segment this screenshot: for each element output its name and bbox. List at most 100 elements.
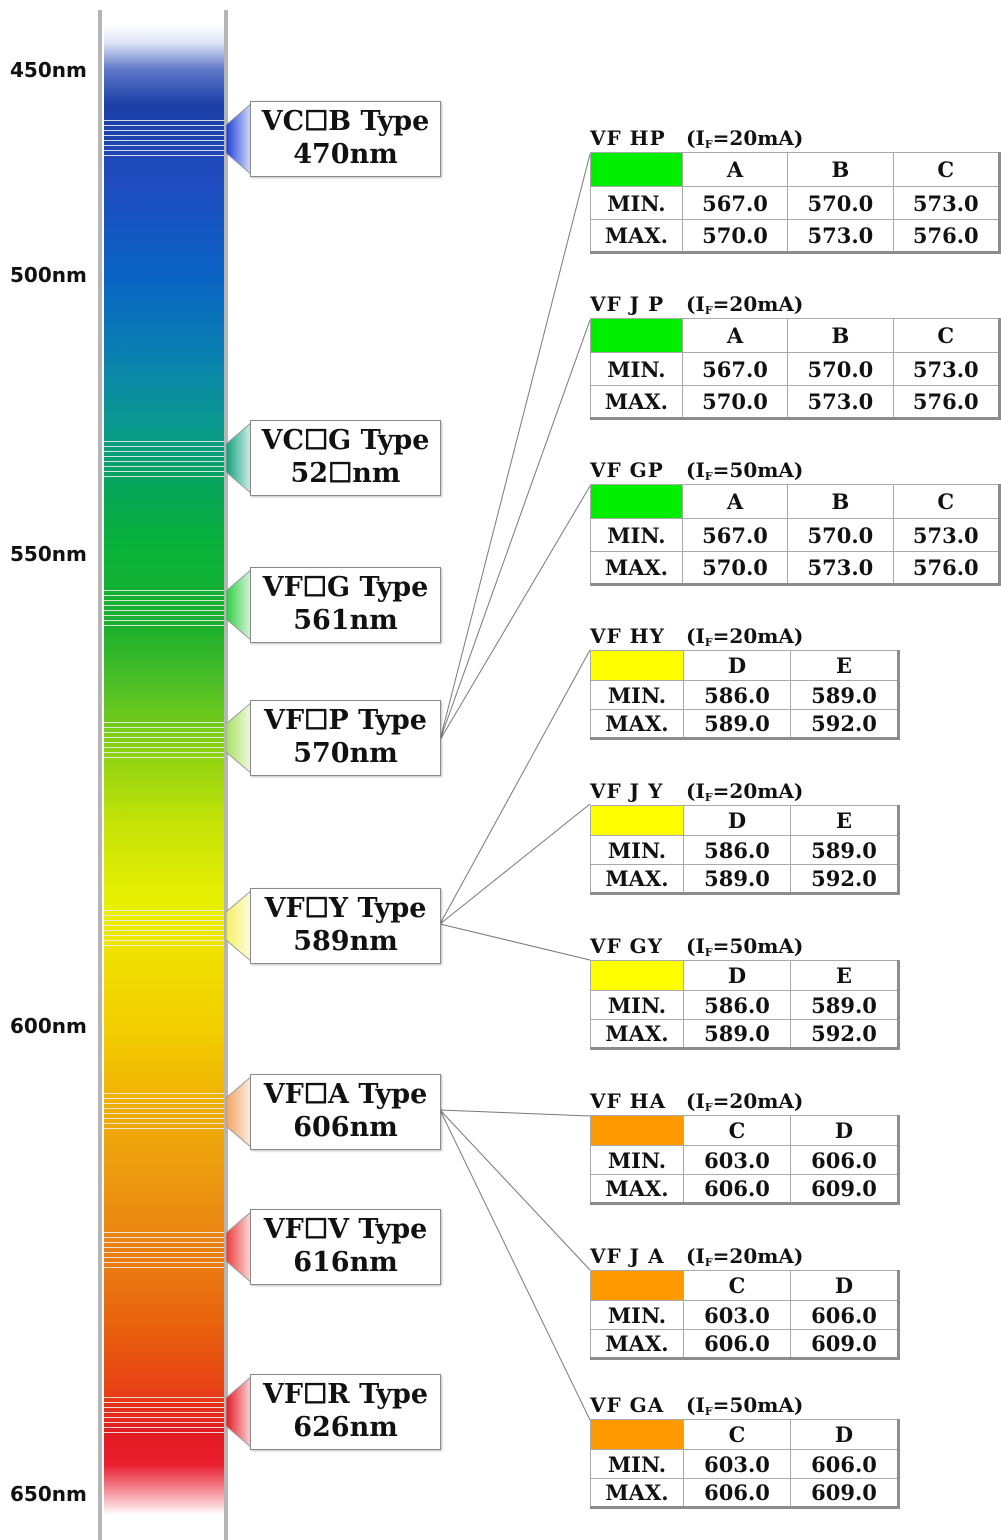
condition-suffix: =20mA): [712, 292, 804, 316]
type-wavelength: 626nm: [293, 1412, 398, 1443]
color-swatch: [590, 484, 683, 519]
bin-header: D: [683, 650, 791, 681]
row-label: MAX.: [590, 709, 684, 739]
bin-group-title: VF J A (IF=20mA): [590, 1242, 900, 1270]
condition-suffix: =20mA): [712, 1244, 804, 1268]
bin-table: C D MIN. 603.0 606.0 MAX. 606.0 609.0: [590, 1419, 900, 1509]
bin-table: D E MIN. 586.0 589.0 MAX. 589.0 592.0: [590, 805, 900, 895]
device-code: VF J Y: [590, 779, 664, 803]
bin-value: 603.0: [683, 1449, 791, 1479]
bin-header: E: [790, 650, 899, 681]
type-wavelength: 561nm: [293, 605, 398, 636]
bin-value: 589.0: [683, 1019, 791, 1049]
bin-group-title: VF GA (IF=50mA): [590, 1391, 900, 1419]
bin-group: VF GP (IF=50mA) A B C MIN. 567.0 570.0 573.0 MAX.…: [590, 456, 1001, 586]
row-label: MAX.: [590, 1329, 684, 1359]
bin-value: 609.0: [790, 1174, 899, 1204]
max-row: MAX. 589.0 592.0: [590, 709, 899, 739]
condition-subscript: F: [704, 636, 713, 649]
spectrum-left-rail: [98, 10, 102, 1540]
type-name: VF☐Y Type: [264, 893, 427, 924]
type-box: VC☐G Type 52☐nm: [250, 420, 441, 496]
condition-prefix: (I: [686, 1244, 705, 1268]
connector-line: [439, 649, 591, 925]
color-spectrum-bar: [104, 25, 224, 1515]
condition-prefix: (I: [686, 1393, 705, 1417]
bin-value: 603.0: [683, 1300, 791, 1330]
bin-value: 609.0: [790, 1329, 899, 1359]
bin-header: C: [683, 1419, 791, 1450]
type-box: VF☐G Type 561nm: [250, 567, 441, 643]
callout-wedge: [226, 102, 252, 176]
device-code: VF GP: [590, 458, 664, 482]
condition-suffix: =50mA): [712, 934, 804, 958]
row-label: MAX.: [590, 385, 683, 419]
condition-suffix: =20mA): [712, 1089, 804, 1113]
row-label: MAX.: [590, 551, 683, 585]
color-swatch: [590, 805, 684, 836]
bin-value: 576.0: [892, 385, 1001, 419]
bin-value: 567.0: [681, 186, 789, 220]
band-marker: [104, 1093, 224, 1133]
band-marker: [104, 1232, 224, 1272]
bin-value: 573.0: [892, 352, 1001, 386]
type-name: VF☐P Type: [264, 705, 427, 736]
bin-value: 567.0: [681, 352, 789, 386]
bin-table: C D MIN. 603.0 606.0 MAX. 606.0 609.0: [590, 1270, 900, 1360]
bin-value: 570.0: [681, 551, 789, 585]
bin-value: 576.0: [892, 219, 1001, 253]
bin-value: 592.0: [790, 864, 899, 894]
row-label: MAX.: [590, 1478, 684, 1508]
spectrum-right-rail: [224, 10, 228, 1540]
row-label: MAX.: [590, 1019, 684, 1049]
bin-header: B: [787, 318, 894, 353]
bin-header: C: [892, 152, 1001, 187]
bin-value: 592.0: [790, 1019, 899, 1049]
device-code: VF HP: [590, 126, 666, 150]
bin-header: D: [790, 1270, 899, 1301]
bin-group: VF HP (IF=20mA) A B C MIN. 567.0 570.0 573.0 MAX.…: [590, 124, 1001, 254]
condition-prefix: (I: [686, 458, 705, 482]
device-code: VF J P: [590, 292, 665, 316]
connector-line: [439, 923, 591, 961]
type-box: VF☐Y Type 589nm: [250, 888, 441, 964]
max-row: MAX. 570.0 573.0 576.0: [590, 219, 1001, 253]
type-name: VF☐R Type: [262, 1379, 429, 1410]
bin-group: VF GY (IF=50mA) D E MIN. 586.0 589.0 MAX. 589.0 5…: [590, 932, 900, 1050]
bin-value: 609.0: [790, 1478, 899, 1508]
row-label: MIN.: [590, 1300, 684, 1330]
bin-value: 606.0: [683, 1478, 791, 1508]
row-label: MIN.: [590, 1145, 684, 1175]
bin-value: 586.0: [683, 990, 791, 1020]
bin-table: D E MIN. 586.0 589.0 MAX. 589.0 592.0: [590, 650, 900, 740]
callout-wedge: [226, 889, 252, 963]
condition-suffix: =20mA): [712, 779, 804, 803]
bin-value: 573.0: [787, 385, 894, 419]
bin-header: E: [790, 960, 899, 991]
max-row: MAX. 606.0 609.0: [590, 1478, 899, 1508]
device-code: VF GA: [590, 1393, 665, 1417]
bin-table: A B C MIN. 567.0 570.0 573.0 MAX. 570.0 573.0 576.…: [590, 484, 1001, 586]
condition-subscript: F: [704, 470, 713, 483]
row-label: MAX.: [590, 1174, 684, 1204]
condition-prefix: (I: [686, 934, 705, 958]
connector-line: [439, 153, 591, 741]
row-label: MAX.: [590, 219, 683, 253]
connector-line: [439, 319, 591, 741]
type-wavelength: 470nm: [293, 139, 398, 170]
bin-header: C: [892, 484, 1001, 519]
bin-value: 570.0: [787, 186, 894, 220]
bin-value: 576.0: [892, 551, 1001, 585]
type-box: VC☐B Type 470nm: [250, 101, 441, 177]
bin-value: 606.0: [790, 1300, 899, 1330]
row-label: MIN.: [590, 1449, 684, 1479]
device-code: VF J A: [590, 1244, 665, 1268]
bin-group-title: VF HA (IF=20mA): [590, 1087, 900, 1115]
bin-header: A: [681, 484, 789, 519]
bin-group-title: VF GP (IF=50mA): [590, 456, 1001, 484]
bin-value: 606.0: [790, 1145, 899, 1175]
band-marker: [104, 441, 224, 481]
bin-value: 603.0: [683, 1145, 791, 1175]
condition-subscript: F: [704, 138, 713, 151]
min-row: MIN. 586.0 589.0: [590, 990, 899, 1020]
